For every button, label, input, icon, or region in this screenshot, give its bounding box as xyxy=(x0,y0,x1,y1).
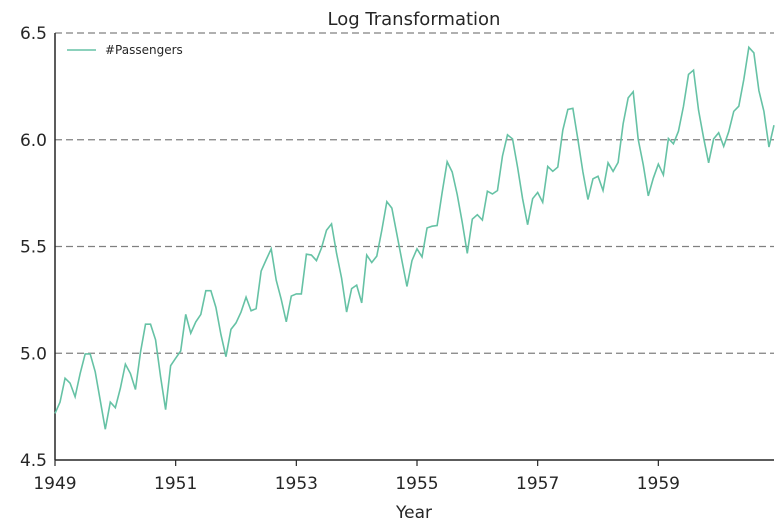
y-tick-label: 6.0 xyxy=(20,131,47,151)
legend-label: #Passengers xyxy=(105,43,183,57)
y-tick-label: 4.5 xyxy=(20,451,47,471)
series-line-passengers xyxy=(54,45,775,430)
x-tick-label: 1955 xyxy=(395,474,438,494)
y-tick-labels: 4.5 5.0 5.5 6.0 6.5 xyxy=(20,24,47,471)
x-tick-label: 1959 xyxy=(637,474,680,494)
grid-lines xyxy=(55,32,774,354)
x-tick-label: 1951 xyxy=(154,474,197,494)
y-tick-label: 6.5 xyxy=(20,24,47,44)
y-tick-label: 5.5 xyxy=(20,238,47,258)
x-tick-label: 1949 xyxy=(33,474,76,494)
chart-title: Log Transformation xyxy=(328,9,501,30)
legend: #Passengers xyxy=(67,43,183,57)
x-tick-label: 1957 xyxy=(516,474,559,494)
x-tick-labels: 1949 1951 1953 1955 1957 1959 xyxy=(33,460,680,494)
x-tick-label: 1953 xyxy=(275,474,318,494)
y-tick-label: 5.0 xyxy=(20,344,47,364)
x-axis-title: Year xyxy=(395,503,432,523)
